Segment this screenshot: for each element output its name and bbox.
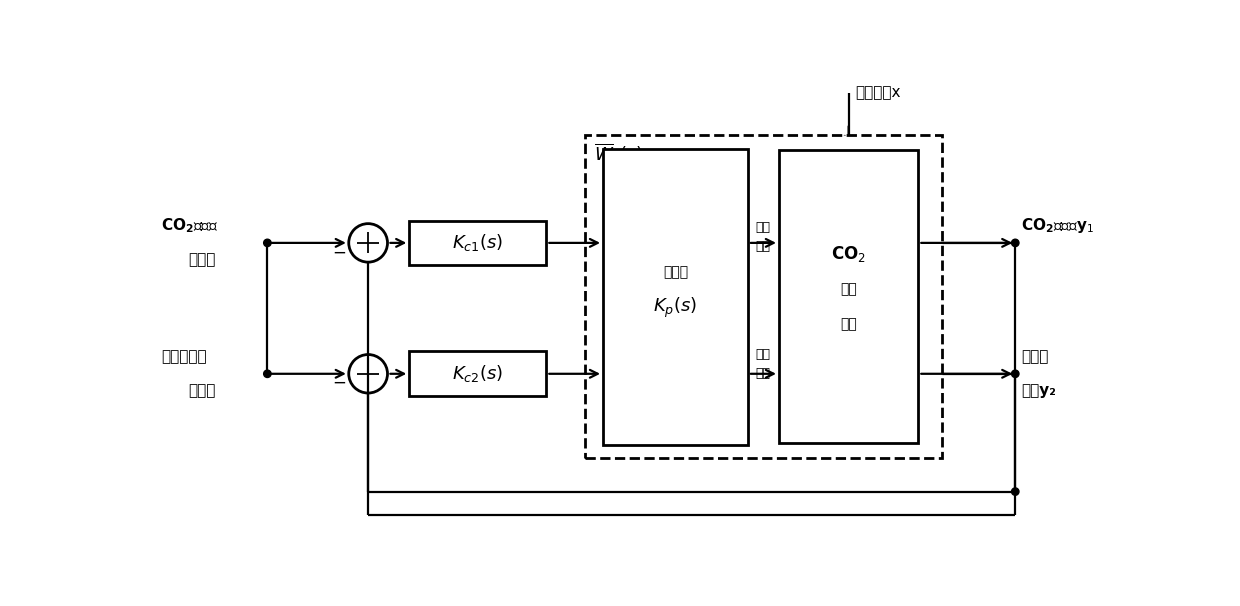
Text: CO$_2$: CO$_2$ [831, 244, 866, 264]
Text: −: − [332, 243, 346, 261]
Text: 温度y₂: 温度y₂ [1022, 383, 1056, 398]
Text: $K_{c1}(s)$: $K_{c1}(s)$ [453, 232, 503, 253]
Text: 设定值: 设定值 [188, 252, 216, 267]
Text: 再沸器: 再沸器 [1022, 349, 1049, 364]
Circle shape [1012, 239, 1019, 247]
Text: $\mathbf{CO_2}$捕集率y$_1$: $\mathbf{CO_2}$捕集率y$_1$ [1022, 216, 1095, 236]
Text: 捕集: 捕集 [841, 282, 857, 296]
Bar [585, 135, 941, 459]
Circle shape [1012, 488, 1019, 495]
Text: $\mathbf{CO_2}$捕集率: $\mathbf{CO_2}$捕集率 [161, 216, 218, 235]
Text: 流量: 流量 [756, 240, 771, 253]
Text: 烟气流量x: 烟气流量x [854, 85, 900, 100]
Circle shape [264, 370, 272, 378]
Text: 设定值: 设定值 [188, 383, 216, 398]
Text: 系统: 系统 [841, 317, 857, 331]
Text: 试液的: 试液的 [663, 265, 688, 279]
Bar [409, 221, 547, 265]
Text: 抽汽: 抽汽 [756, 348, 771, 361]
Text: $K_{c2}(s)$: $K_{c2}(s)$ [453, 363, 503, 384]
Text: $\overline{W}_c(s)$: $\overline{W}_c(s)$ [594, 141, 644, 165]
Text: −: − [332, 374, 346, 392]
Circle shape [264, 239, 272, 247]
Circle shape [1012, 370, 1019, 378]
Text: 贫液: 贫液 [756, 221, 771, 234]
Bar [779, 150, 919, 443]
Bar [409, 351, 547, 396]
Text: 流量: 流量 [756, 367, 771, 381]
Bar [603, 149, 748, 445]
Text: $K_p(s)$: $K_p(s)$ [653, 296, 697, 321]
Text: 再沸器温度: 再沸器温度 [161, 349, 207, 364]
